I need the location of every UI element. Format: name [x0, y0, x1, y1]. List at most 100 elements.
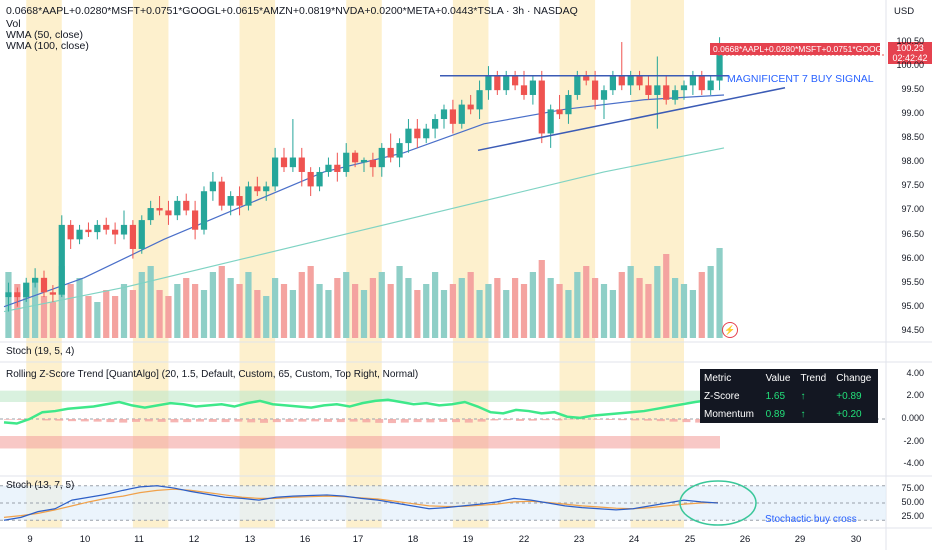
candle-body — [14, 292, 21, 298]
candle-body — [378, 147, 385, 168]
volume-bar — [636, 278, 643, 338]
candle-body — [654, 85, 661, 95]
volume-bar — [476, 290, 483, 338]
volume-bar — [600, 284, 608, 338]
volume-bar — [174, 284, 181, 338]
volume-bar — [583, 266, 590, 338]
zscore-histogram-bar — [375, 419, 384, 423]
zscore-histogram-bar — [4, 419, 12, 420]
stoch-cross-annotation: Stochactic buy cross — [765, 514, 857, 525]
zscore-histogram-bar — [516, 419, 524, 421]
candle-body — [23, 282, 30, 298]
price-tick: 97.50 — [901, 180, 924, 191]
zscore-histogram-bar — [631, 419, 640, 421]
stoch-tick: 25.00 — [901, 511, 924, 522]
volume-bar — [396, 266, 403, 338]
candle-body — [325, 164, 332, 172]
metric-value: 1.65 — [765, 390, 786, 402]
candle-body — [707, 80, 714, 91]
session-highlight — [346, 0, 382, 528]
candle-body — [76, 229, 83, 240]
candle-body — [183, 200, 190, 211]
date-tick: 9 — [27, 534, 33, 545]
candle-body — [600, 90, 608, 100]
volume-bar — [698, 272, 705, 338]
price-symbol-tag: 0.0668*AAPL+0.0280*MSFT+0.0751*GOOGL+… — [710, 43, 880, 55]
price-tick: 96.00 — [901, 252, 924, 263]
date-tick: 17 — [352, 534, 364, 545]
candle-body — [129, 224, 136, 249]
trend-header: Trend — [800, 372, 827, 384]
metric-header-row: Metric Value Trend Change — [700, 369, 878, 387]
candle-body — [85, 229, 92, 233]
candle-body — [538, 80, 545, 134]
zscore-histogram-bar — [452, 419, 460, 423]
stoch-tick: 75.00 — [901, 482, 924, 493]
lightning-icon[interactable]: ⚡ — [722, 322, 738, 338]
date-tick: 22 — [518, 534, 530, 545]
price-tick: 100.00 — [896, 60, 924, 71]
candle-body — [200, 191, 208, 230]
wma50-label: WMA (50, close) — [6, 29, 84, 41]
metric-value: 0.89 — [765, 408, 786, 420]
zscore-histogram-bar — [554, 419, 563, 421]
zscore-upper-band — [0, 390, 720, 402]
volume-bar — [316, 284, 323, 338]
volume-bar — [369, 278, 376, 338]
zscore-tick: 0.000 — [901, 413, 924, 423]
zscore-title: Rolling Z-Score Trend [QuantAlgo] (20, 1… — [6, 369, 419, 380]
candle-body — [103, 224, 110, 230]
zscore-histogram-bar — [221, 419, 230, 423]
candle-body — [663, 85, 670, 100]
volume-bar — [200, 290, 208, 338]
candle-body — [280, 157, 288, 168]
volume-bar — [458, 278, 465, 338]
zscore-histogram-bar — [362, 419, 371, 423]
volume-bar — [227, 278, 234, 338]
volume-bar — [689, 290, 696, 338]
zscore-histogram-bar — [170, 419, 179, 423]
price-tick: 98.00 — [901, 156, 924, 167]
candle-body — [94, 224, 101, 233]
date-tick: 30 — [850, 534, 862, 545]
zscore-tick: -2.00 — [903, 435, 924, 446]
price-tick: 95.00 — [901, 300, 924, 311]
candle-body — [627, 75, 634, 86]
volume-bar — [209, 272, 216, 338]
volume-bar — [76, 278, 83, 338]
session-highlight — [452, 0, 489, 528]
zscore-histogram-bar — [298, 419, 307, 422]
volume-bar — [120, 284, 128, 338]
zscore-histogram-bar — [656, 419, 665, 422]
candle-body — [192, 210, 199, 230]
candle-body — [645, 85, 652, 95]
metric-trend: ↑ — [800, 408, 806, 420]
zscore-histogram-bar — [119, 419, 128, 423]
candle-body — [156, 208, 163, 211]
zscore-histogram-bar — [196, 419, 204, 422]
candle-body — [49, 292, 56, 295]
candle-body — [458, 104, 465, 124]
zscore-histogram-bar — [42, 419, 51, 421]
zscore-histogram-bar — [541, 419, 550, 421]
zscore-histogram-bar — [503, 419, 512, 421]
volume-bar — [467, 272, 474, 338]
zscore-histogram-bar — [605, 419, 614, 420]
zscore-histogram-bar — [106, 419, 115, 423]
volume-bar — [183, 278, 190, 338]
vol-label: Vol — [6, 18, 21, 30]
zscore-histogram-bar — [490, 419, 499, 421]
table-row: Momentum 0.89 ↑ +0.20 — [700, 405, 878, 423]
candle-body — [405, 128, 412, 144]
candle-body — [467, 104, 474, 110]
zscore-histogram-bar — [439, 419, 448, 422]
volume-bar — [23, 290, 30, 338]
volume-bar — [405, 278, 412, 338]
volume-bar — [280, 284, 288, 338]
value-header: Value — [765, 372, 791, 384]
zscore-histogram-bar — [477, 419, 486, 422]
volume-bar — [138, 272, 145, 338]
zscore-histogram-bar — [695, 419, 704, 423]
volume-bar — [263, 296, 270, 338]
